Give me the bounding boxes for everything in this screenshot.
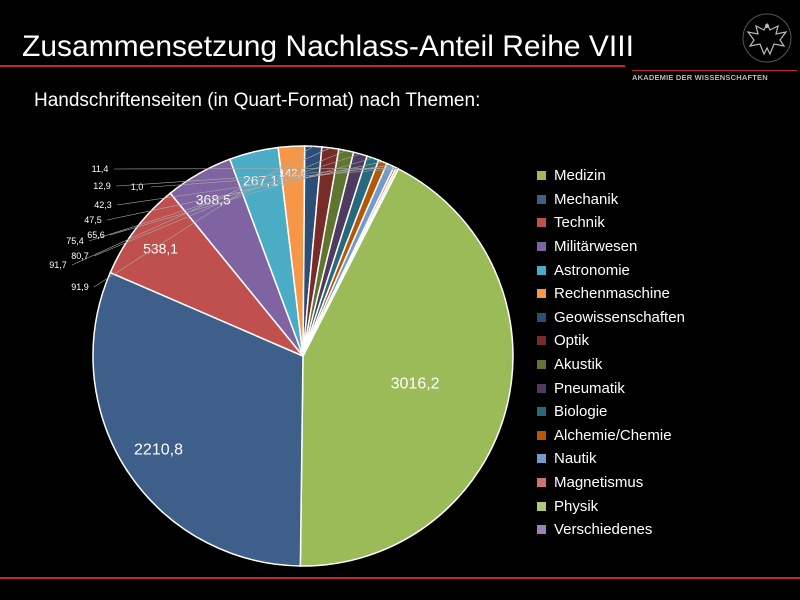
leader-line xyxy=(93,146,314,288)
legend-label: Militärwesen xyxy=(554,238,638,256)
legend-swatch xyxy=(537,312,546,322)
eagle-icon xyxy=(742,13,792,63)
pie-data-label: 1,0 xyxy=(131,182,144,192)
leader-line xyxy=(109,157,374,236)
legend-label: Biologie xyxy=(554,403,608,421)
legend-label: Nautik xyxy=(554,450,597,468)
page-title: Zusammensetzung Nachlass-Anteil Reihe VI… xyxy=(22,30,634,63)
pie-data-label: 80,7 xyxy=(71,251,89,261)
leader-line xyxy=(93,150,347,257)
pie-data-label: 91,7 xyxy=(49,260,67,270)
legend-label: Alchemie/Chemie xyxy=(554,426,672,444)
pie-data-label: 11,4 xyxy=(92,164,109,174)
pie-data-label: 91,9 xyxy=(71,282,89,292)
legend-item: Magnetismus xyxy=(537,471,685,495)
leader-line xyxy=(116,164,391,206)
legend-item: Akustik xyxy=(537,353,685,377)
pie-data-label: 47,5 xyxy=(84,215,102,225)
legend-item: Physik xyxy=(537,494,685,518)
legend-item: Rechenmaschine xyxy=(537,282,685,306)
legend-label: Physik xyxy=(554,497,599,515)
chart-legend: Medizin Mechanik Technik Militärwesen Astron… xyxy=(537,164,685,542)
legend-item: Verschiedenes xyxy=(537,518,685,542)
legend-label: Akustik xyxy=(554,356,603,374)
legend-swatch xyxy=(537,194,546,204)
legend-item: Geowissenschaften xyxy=(537,306,685,330)
academy-logo: AKADEMIE DER WISSENSCHAFTEN xyxy=(632,12,797,84)
legend-label: Geowissenschaften xyxy=(554,308,685,326)
legend-swatch xyxy=(537,407,546,417)
logo-text: AKADEMIE DER WISSENSCHAFTEN xyxy=(632,73,768,82)
legend-label: Technik xyxy=(554,214,605,232)
pie-data-label: 267,1 xyxy=(243,173,278,189)
logo-divider xyxy=(632,70,797,71)
legend-swatch xyxy=(537,383,546,393)
pie-slice-technik xyxy=(109,192,304,357)
legend-swatch xyxy=(537,171,546,181)
chart-subtitle: Handschriftenseiten (in Quart-Format) na… xyxy=(34,90,481,111)
legend-label: Verschiedenes xyxy=(554,521,653,539)
legend-swatch xyxy=(537,265,546,275)
legend-label: Mechanik xyxy=(554,190,619,208)
legend-item: Medizin xyxy=(537,164,685,188)
leader-line xyxy=(150,168,399,188)
legend-label: Rechenmaschine xyxy=(554,285,670,303)
legend-item: Nautik xyxy=(537,447,685,471)
legend-label: Optik xyxy=(554,332,590,350)
legend-swatch xyxy=(537,454,546,464)
title-divider xyxy=(0,65,625,67)
legend-label: Medizin xyxy=(554,167,606,185)
legend-swatch xyxy=(537,242,546,252)
pie-data-label: 142,6 xyxy=(279,168,307,180)
legend-swatch xyxy=(537,289,546,299)
legend-item: Biologie xyxy=(537,400,685,424)
legend-swatch xyxy=(537,430,546,440)
pie-slice-mechanik xyxy=(92,271,304,567)
pie-data-label: 368,5 xyxy=(196,191,231,207)
pie-data-label: 3016,2 xyxy=(391,376,440,393)
legend-item: Pneumatik xyxy=(537,376,685,400)
legend-swatch xyxy=(537,525,546,535)
pie-data-label: 75,4 xyxy=(66,236,84,246)
pie-data-label: 538,1 xyxy=(143,240,178,256)
legend-item: Optik xyxy=(537,329,685,353)
legend-swatch xyxy=(537,218,546,228)
pie-slice-medizin xyxy=(299,167,514,567)
legend-item: Militärwesen xyxy=(537,235,685,259)
leader-line xyxy=(113,168,398,170)
legend-item: Technik xyxy=(537,211,685,235)
pie-data-label: 2210,8 xyxy=(134,442,183,459)
legend-swatch xyxy=(537,336,546,346)
bottom-divider xyxy=(0,577,800,579)
legend-item: Mechanik xyxy=(537,188,685,212)
leader-line xyxy=(115,167,396,187)
leader-line xyxy=(71,147,331,266)
legend-label: Magnetismus xyxy=(554,474,644,492)
pie-data-label: 65,6 xyxy=(87,230,105,240)
legend-item: Astronomie xyxy=(537,258,685,282)
pie-data-label: 42,3 xyxy=(94,200,112,210)
legend-swatch xyxy=(537,501,546,511)
legend-swatch xyxy=(537,478,546,488)
legend-label: Astronomie xyxy=(554,261,630,279)
legend-item: Alchemie/Chemie xyxy=(537,424,685,448)
legend-label: Pneumatik xyxy=(554,379,625,397)
pie-data-label: 12,9 xyxy=(93,181,111,191)
legend-swatch xyxy=(537,360,546,370)
